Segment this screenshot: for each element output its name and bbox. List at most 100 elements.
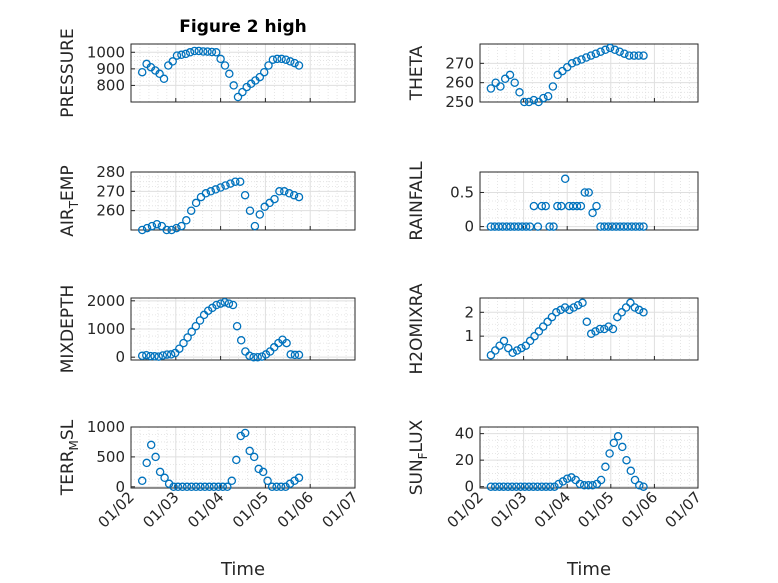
data-point	[572, 201, 582, 211]
data-point	[639, 51, 648, 60]
data-point	[270, 194, 279, 204]
data-point	[609, 438, 619, 448]
data-point	[591, 327, 600, 336]
data-point	[159, 74, 169, 84]
data-point	[154, 352, 163, 361]
data-point	[272, 482, 281, 492]
data-point	[530, 331, 539, 341]
data-point	[565, 305, 574, 315]
data-point	[258, 467, 268, 477]
data-point	[250, 221, 260, 231]
data-point	[572, 57, 581, 66]
y-axis-label: H2OMIXRA	[407, 283, 427, 374]
data-point	[618, 442, 627, 452]
y-tick-label: 2	[464, 303, 474, 321]
data-point	[613, 432, 623, 441]
y-tick-label: 0	[464, 478, 474, 496]
data-point	[558, 66, 567, 76]
data-point	[503, 482, 513, 491]
data-point	[265, 198, 274, 208]
x-tick-label: 01/03	[139, 488, 182, 531]
data-point	[578, 298, 587, 308]
data-point	[486, 350, 496, 360]
data-point	[630, 475, 640, 485]
x-tick-label: 01/05	[574, 488, 617, 531]
data-point	[147, 221, 157, 231]
data-point	[245, 446, 254, 456]
data-point	[617, 308, 626, 317]
y-tick-label: 280	[96, 163, 125, 181]
data-point	[152, 219, 162, 229]
data-point	[263, 476, 272, 486]
y-axis-label: MIXDEPTH	[58, 285, 78, 374]
y-tick-label: 20	[455, 451, 474, 469]
data-point	[507, 482, 517, 491]
data-point	[596, 475, 606, 485]
data-point	[595, 324, 605, 334]
y-tick-label: 260	[96, 202, 125, 220]
data-point	[282, 338, 291, 348]
data-point	[238, 87, 247, 97]
data-point	[579, 481, 589, 490]
data-point	[486, 482, 496, 491]
y-tick-label: 0.5	[450, 183, 474, 201]
y-axis-label: SUNFLUX	[407, 419, 430, 495]
data-point	[558, 477, 568, 486]
data-point	[275, 187, 284, 196]
data-point	[186, 206, 196, 215]
data-point	[231, 177, 240, 186]
data-point	[191, 321, 201, 331]
data-point	[160, 473, 169, 483]
data-point	[221, 181, 230, 190]
data-point	[613, 312, 622, 322]
data-point	[584, 481, 593, 490]
subplot-h2omixra: 12	[464, 297, 699, 361]
data-point	[525, 222, 535, 231]
data-point	[137, 476, 147, 486]
data-point	[276, 482, 286, 492]
data-point	[264, 61, 273, 70]
chart-title: Figure 2 high	[179, 17, 307, 37]
data-point	[520, 482, 530, 491]
y-tick-label: 270	[96, 182, 125, 200]
x-tick-label: 01/03	[487, 488, 530, 531]
data-point	[155, 69, 164, 79]
data-point	[286, 57, 295, 66]
x-tick-label: 01/06	[274, 488, 317, 531]
data-point	[182, 216, 191, 225]
data-point	[634, 305, 644, 315]
data-point	[553, 70, 562, 80]
y-tick-label: 2000	[87, 292, 125, 310]
data-point	[494, 222, 503, 231]
data-point	[538, 322, 548, 331]
data-point	[268, 55, 278, 64]
data-point	[164, 61, 173, 70]
data-point	[255, 210, 265, 219]
data-point	[294, 192, 304, 202]
data-point	[175, 344, 184, 353]
data-point	[205, 482, 214, 492]
axes-box	[479, 171, 699, 231]
data-point	[214, 482, 223, 492]
data-point	[255, 72, 265, 82]
data-point	[162, 350, 172, 359]
data-point	[562, 474, 572, 483]
data-point	[626, 298, 635, 308]
data-point	[534, 327, 544, 336]
data-point	[569, 303, 578, 312]
data-point	[228, 300, 238, 310]
data-point	[294, 61, 304, 70]
data-point	[505, 70, 515, 80]
data-point	[259, 67, 269, 77]
data-point	[516, 482, 525, 491]
data-point	[567, 473, 576, 482]
data-point	[560, 303, 570, 312]
data-point	[137, 351, 147, 361]
x-tick-label: 01/04	[531, 488, 574, 531]
data-point	[277, 54, 286, 64]
data-point	[586, 51, 596, 60]
data-point	[621, 303, 631, 312]
data-point	[177, 221, 186, 231]
data-point	[622, 455, 631, 465]
